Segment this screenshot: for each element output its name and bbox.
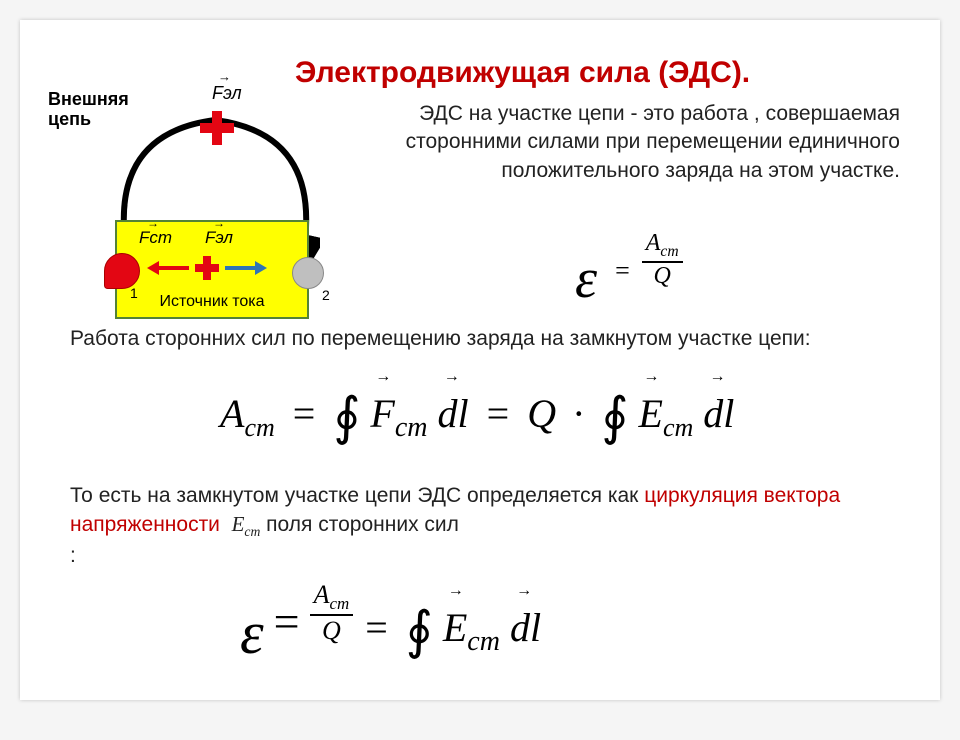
definition-text: ЭДС на участке цепи - это работа , совер… xyxy=(310,100,900,185)
work-text: Работа сторонних сил по перемещению заря… xyxy=(70,325,900,353)
formula-emf-definition: ε = Aст Q xyxy=(575,230,683,311)
node-1-icon xyxy=(104,253,140,289)
node-2-label: 2 xyxy=(322,287,330,303)
plus-icon-top xyxy=(200,111,234,145)
force-el-top-label: → Fэл xyxy=(212,83,242,104)
page-title: Электродвижущая сила (ЭДС). xyxy=(295,56,750,90)
circulation-text: То есть на замкнутом участке цепи ЭДС оп… xyxy=(70,482,900,570)
formula-emf-circulation: ε = Aст Q = ∮ Eст dl xyxy=(240,580,541,668)
equals-1: = xyxy=(601,256,638,285)
source-label: Источник тока xyxy=(117,293,307,311)
eps-symbol: ε xyxy=(575,248,597,310)
circ-part1: То есть на замкнутом участке цепи ЭДС оп… xyxy=(70,484,644,507)
circuit-diagram: → Fэл Источник тока → Fст → Fэл xyxy=(110,75,320,305)
contour-integral-icon-2: ∮ xyxy=(601,397,628,439)
force-el-arrow xyxy=(225,266,257,270)
circ-part2: поля сторонних сил xyxy=(266,513,459,536)
force-ext-label: → Fст xyxy=(139,228,172,248)
force-ext-arrow xyxy=(157,266,189,270)
ext-l2: цепь xyxy=(48,109,91,129)
node-1-label: 1 xyxy=(130,285,138,301)
contour-integral-icon: ∮ xyxy=(333,397,360,439)
contour-integral-icon-3: ∮ xyxy=(406,611,433,653)
plus-icon-inner xyxy=(195,256,219,280)
e-field-inline: Eст xyxy=(232,512,261,536)
equals-big: = xyxy=(268,596,306,647)
colon: : xyxy=(70,544,76,567)
formula-work-integral: Aст = ∮ Fст dl = Q · ∮ Eст dl xyxy=(220,390,734,444)
force-el-label: → Fэл xyxy=(205,228,233,248)
eps-symbol-2: ε xyxy=(240,600,264,666)
node-2-icon xyxy=(292,257,324,289)
current-source-box: Источник тока → Fст → Fэл xyxy=(115,220,309,319)
